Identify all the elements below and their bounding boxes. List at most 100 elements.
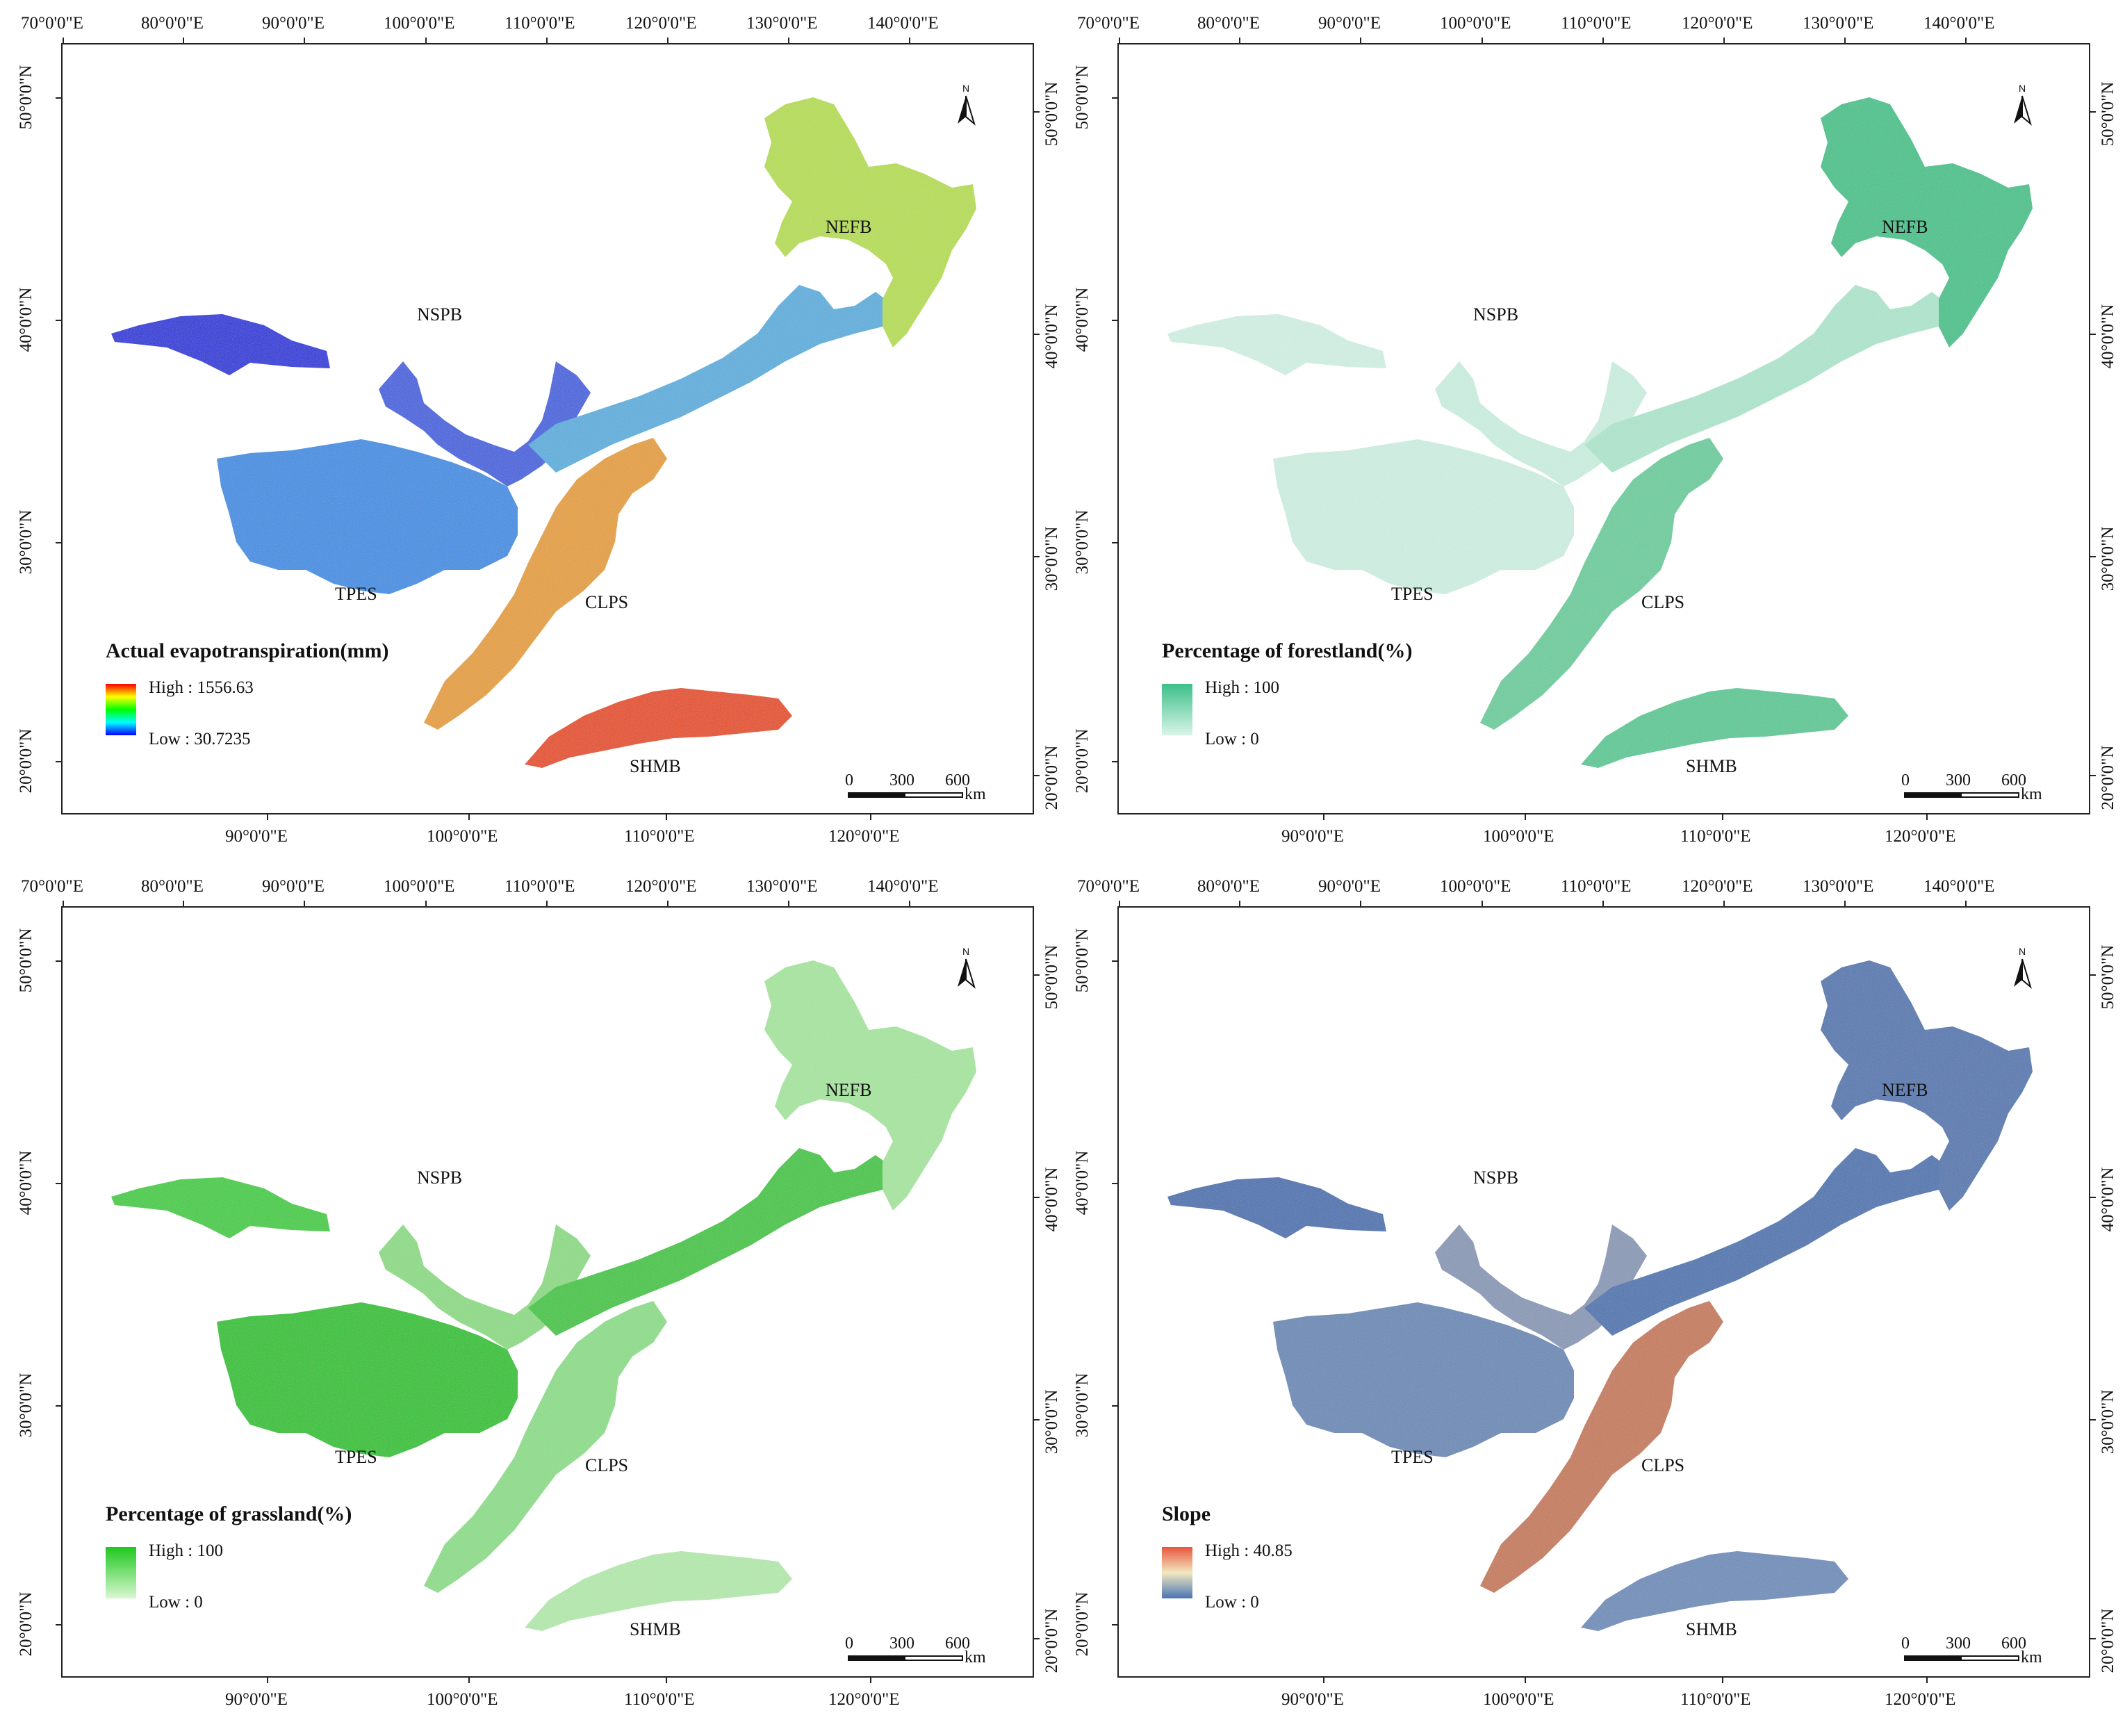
left-tick-label: 20°0'0"N bbox=[1073, 1591, 1092, 1657]
top-tick-label: 110°0'0"E bbox=[504, 14, 575, 33]
tick-mark bbox=[1602, 38, 1604, 43]
top-tick-label: 90°0'0"E bbox=[1318, 14, 1381, 33]
tick-mark bbox=[1525, 1678, 1526, 1683]
region-nspb bbox=[1167, 314, 1386, 375]
region-nspb bbox=[111, 314, 330, 375]
north-arrow-icon: N bbox=[952, 82, 980, 131]
region-belt bbox=[1584, 285, 1946, 473]
region-nefb bbox=[764, 960, 976, 1211]
legend-title: Percentage of forestland(%) bbox=[1162, 639, 1413, 662]
scale-bar-graphic bbox=[1904, 792, 2019, 798]
top-tick-label: 80°0'0"E bbox=[141, 14, 204, 33]
scale-label: 300 bbox=[889, 771, 914, 789]
region-label-nspb: NSPB bbox=[1473, 304, 1519, 325]
scale-label: 0 bbox=[1901, 771, 1910, 789]
top-tick-label: 120°0'0"E bbox=[1682, 877, 1753, 896]
scale-label: 600 bbox=[2001, 771, 2026, 789]
tick-mark bbox=[1323, 814, 1324, 820]
tick-mark bbox=[1239, 901, 1240, 906]
tick-mark bbox=[304, 901, 305, 906]
region-nefb bbox=[764, 97, 976, 347]
bottom-tick-label: 120°0'0"E bbox=[1885, 1690, 1956, 1709]
top-tick-label: 140°0'0"E bbox=[1923, 877, 1995, 896]
scale-label: 600 bbox=[945, 1635, 970, 1653]
top-tick-label: 120°0'0"E bbox=[1682, 14, 1753, 33]
region-gansu bbox=[379, 1225, 591, 1350]
svg-text:N: N bbox=[962, 83, 969, 94]
tick-mark bbox=[546, 901, 548, 906]
legend-low-label: Low : 0 bbox=[1205, 730, 1259, 748]
bottom-tick-label: 110°0'0"E bbox=[624, 1690, 695, 1709]
tick-mark bbox=[63, 38, 64, 43]
tick-mark bbox=[1722, 814, 1723, 820]
left-tick-label: 30°0'0"N bbox=[1073, 509, 1092, 575]
tick-mark bbox=[1844, 901, 1846, 906]
top-tick-label: 80°0'0"E bbox=[141, 877, 204, 896]
scale-label: 300 bbox=[1946, 771, 1971, 789]
top-tick-label: 100°0'0"E bbox=[384, 14, 455, 33]
region-belt bbox=[1584, 1148, 1946, 1336]
top-tick-label: 90°0'0"E bbox=[262, 14, 325, 33]
tick-mark bbox=[1034, 334, 1040, 335]
scale-unit: km bbox=[965, 785, 986, 803]
right-tick-label: 40°0'0"N bbox=[2099, 304, 2117, 369]
bottom-tick-label: 90°0'0"E bbox=[225, 1690, 288, 1709]
tick-mark bbox=[1034, 775, 1040, 776]
tick-mark bbox=[1965, 38, 1967, 43]
left-tick-label: 50°0'0"N bbox=[17, 65, 35, 130]
region-label-tpes: TPES bbox=[1391, 584, 1434, 604]
scale-label: 0 bbox=[845, 771, 853, 789]
scale-bar: 0 300 600 km bbox=[1901, 771, 2054, 803]
region-nefb bbox=[1821, 97, 2033, 347]
region-shmb bbox=[525, 1551, 792, 1631]
svg-text:N: N bbox=[962, 946, 969, 957]
left-tick-label: 40°0'0"N bbox=[1073, 287, 1092, 352]
map-canvas bbox=[111, 960, 976, 1631]
legend-title: Actual evapotranspiration(mm) bbox=[106, 639, 389, 662]
tick-mark bbox=[1112, 1405, 1117, 1407]
north-arrow-icon: N bbox=[2008, 82, 2036, 131]
tick-mark bbox=[1323, 1678, 1324, 1683]
region-label-nefb: NEFB bbox=[826, 1080, 872, 1100]
region-clps bbox=[1480, 1301, 1723, 1593]
top-tick-label: 120°0'0"E bbox=[625, 14, 697, 33]
tick-mark bbox=[2090, 974, 2096, 976]
map-frame bbox=[61, 906, 1034, 1678]
region-clps bbox=[1480, 438, 1723, 730]
region-tpes bbox=[217, 1302, 518, 1457]
scale-label: 0 bbox=[845, 1635, 853, 1653]
tick-mark bbox=[1112, 97, 1117, 99]
bottom-tick-label: 120°0'0"E bbox=[828, 827, 900, 846]
tick-mark bbox=[1112, 1183, 1117, 1184]
legend-low-label: Low : 30.7235 bbox=[149, 730, 251, 748]
right-tick-label: 40°0'0"N bbox=[2099, 1167, 2117, 1232]
tick-mark bbox=[1112, 1624, 1117, 1626]
top-tick-label: 110°0'0"E bbox=[504, 877, 575, 896]
bottom-tick-label: 90°0'0"E bbox=[1281, 1690, 1344, 1709]
top-tick-label: 70°0'0"E bbox=[21, 877, 83, 896]
tick-mark bbox=[183, 38, 184, 43]
tick-mark bbox=[666, 1678, 667, 1683]
tick-mark bbox=[909, 38, 910, 43]
top-tick-label: 70°0'0"E bbox=[1077, 877, 1140, 896]
region-gansu bbox=[1435, 1225, 1647, 1350]
region-label-nefb: NEFB bbox=[826, 217, 872, 237]
scale-label: 300 bbox=[889, 1635, 914, 1653]
tick-mark bbox=[56, 960, 61, 962]
region-label-nspb: NSPB bbox=[1473, 1168, 1519, 1188]
tick-mark bbox=[1723, 38, 1725, 43]
svg-text:N: N bbox=[2019, 946, 2026, 957]
tick-mark bbox=[304, 38, 305, 43]
top-tick-label: 130°0'0"E bbox=[746, 14, 818, 33]
legend-high-label: High : 1556.63 bbox=[149, 678, 254, 697]
scale-unit: km bbox=[2021, 1648, 2042, 1667]
left-tick-label: 20°0'0"N bbox=[17, 728, 35, 794]
region-gansu bbox=[1435, 361, 1647, 486]
left-tick-label: 50°0'0"N bbox=[17, 928, 35, 993]
scale-bar: 0 300 600 km bbox=[845, 771, 998, 803]
tick-mark bbox=[56, 1624, 61, 1626]
scale-label: 300 bbox=[1946, 1635, 1971, 1653]
top-tick-label: 90°0'0"E bbox=[1318, 877, 1381, 896]
tick-mark bbox=[1112, 960, 1117, 962]
left-tick-label: 20°0'0"N bbox=[17, 1591, 35, 1657]
